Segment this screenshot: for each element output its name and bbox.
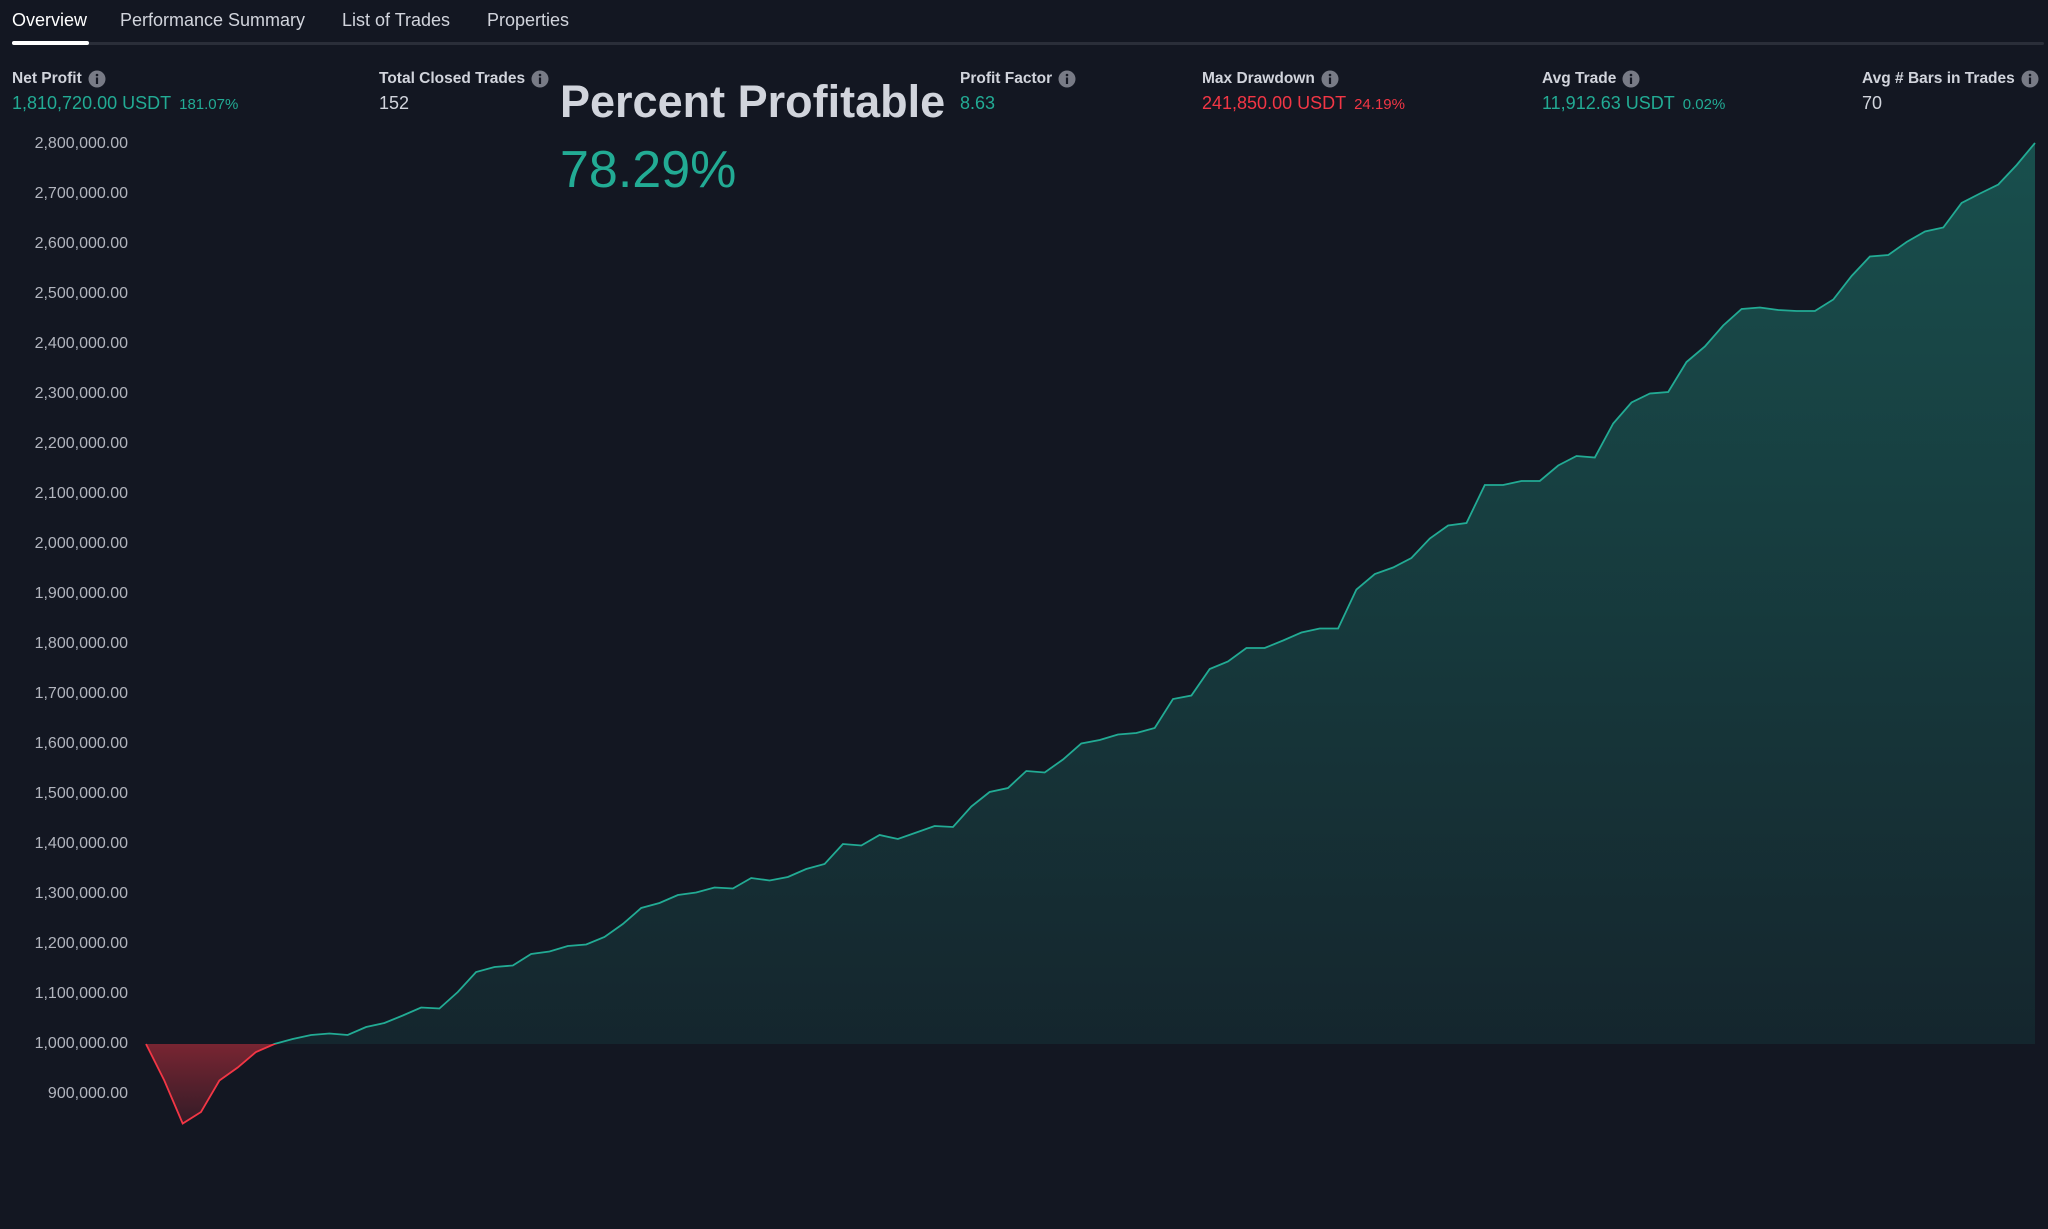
y-tick-label: 1,000,000.00: [35, 1035, 129, 1052]
y-tick-label: 1,300,000.00: [35, 885, 129, 902]
y-tick-label: 1,600,000.00: [35, 735, 129, 752]
metric-value: 241,850.00 USDT: [1202, 93, 1347, 113]
y-tick-label: 1,200,000.00: [35, 935, 129, 952]
y-tick-label: 2,700,000.00: [35, 185, 129, 202]
y-tick-label: 1,800,000.00: [35, 635, 129, 652]
metric-value: 1,810,720.00 USDT: [12, 93, 172, 113]
metric-label: Avg # Bars in Trades: [1862, 70, 2015, 87]
y-tick-label: 2,000,000.00: [35, 535, 129, 552]
y-tick-label: 2,400,000.00: [35, 335, 129, 352]
metric-value: 8.63: [960, 93, 996, 113]
metric: Avg # Bars in Trades 70: [1862, 68, 2039, 114]
overlay-value: 78.29%: [560, 141, 737, 199]
y-tick-label: 2,600,000.00: [35, 235, 129, 252]
tab[interactable]: Overview: [12, 10, 88, 30]
metric: Profit Factor 8.63: [960, 68, 1076, 114]
info-glyph: [538, 73, 542, 77]
y-tick-label: 1,400,000.00: [35, 835, 129, 852]
metric-value: 152: [379, 93, 410, 113]
equity-line-positive: [146, 142, 2036, 1044]
overlay-title: Percent Profitable: [560, 76, 946, 127]
metric-sub: 181.07%: [179, 96, 239, 113]
info-glyph: [95, 73, 99, 77]
y-tick-label: 2,500,000.00: [35, 285, 129, 302]
metric-value: 70: [1862, 93, 1883, 113]
tab[interactable]: Properties: [487, 10, 570, 30]
y-tick-label: 1,700,000.00: [35, 685, 129, 702]
y-tick-label: 2,100,000.00: [35, 485, 129, 502]
metric-sub: 0.02%: [1682, 96, 1726, 113]
info-icon[interactable]: [1058, 70, 1076, 88]
metric-label: Max Drawdown: [1202, 70, 1315, 87]
info-glyph: [2028, 77, 2031, 84]
y-tick-label: 2,800,000.00: [35, 135, 129, 152]
area-fill-positive: [146, 143, 2035, 1044]
metric: Max Drawdown 241,850.00 USDT 24.19%: [1202, 68, 1405, 114]
metric-label: Profit Factor: [960, 70, 1053, 87]
info-glyph: [1065, 73, 1069, 77]
info-glyph: [95, 77, 98, 84]
info-icon[interactable]: [88, 70, 106, 88]
metric-label: Net Profit: [12, 70, 82, 87]
y-tick-label: 1,100,000.00: [35, 985, 129, 1002]
metric: Total Closed Trades 152: [379, 68, 549, 114]
metric: Net Profit 1,810,720.00 USDT 181.07%: [12, 68, 238, 114]
info-glyph: [539, 77, 542, 84]
metric-sub: 24.19%: [1354, 96, 1405, 113]
info-glyph: [1328, 77, 1331, 84]
info-glyph: [1066, 77, 1069, 84]
info-glyph: [1328, 73, 1332, 77]
info-icon[interactable]: [531, 70, 549, 88]
tab[interactable]: Performance Summary: [120, 10, 306, 30]
y-tick-label: 2,200,000.00: [35, 435, 129, 452]
metric-label: Total Closed Trades: [379, 70, 526, 87]
info-icon[interactable]: [1622, 70, 1640, 88]
y-tick-label: 900,000.00: [48, 1085, 128, 1102]
info-glyph: [2028, 73, 2032, 77]
info-glyph: [1630, 73, 1633, 77]
y-tick-label: 2,300,000.00: [35, 385, 129, 402]
tab-indicator: [12, 41, 89, 45]
tab[interactable]: List of Trades: [342, 10, 451, 30]
info-glyph: [1630, 77, 1633, 84]
tab-track: [12, 42, 2044, 45]
metric: Avg Trade 11,912.63 USDT 0.02%: [1542, 68, 1725, 114]
y-tick-label: 1,900,000.00: [35, 585, 129, 602]
y-tick-label: 1,500,000.00: [35, 785, 129, 802]
info-icon[interactable]: [2021, 70, 2039, 88]
metric-value: 11,912.63 USDT: [1542, 93, 1675, 113]
metric-label: Avg Trade: [1542, 70, 1617, 87]
info-icon[interactable]: [1321, 70, 1339, 88]
